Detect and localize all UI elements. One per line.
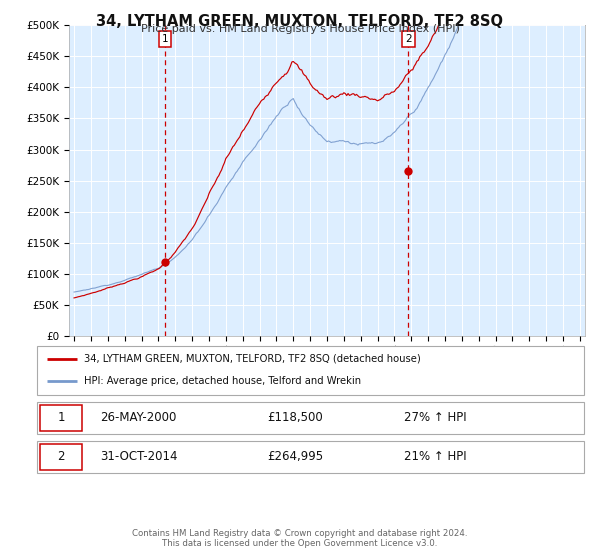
Text: 2: 2	[405, 34, 412, 44]
Text: Price paid vs. HM Land Registry's House Price Index (HPI): Price paid vs. HM Land Registry's House …	[140, 24, 460, 34]
Text: 1: 1	[58, 411, 65, 424]
Text: HPI: Average price, detached house, Telford and Wrekin: HPI: Average price, detached house, Telf…	[84, 376, 361, 386]
Text: 26-MAY-2000: 26-MAY-2000	[100, 411, 176, 424]
Text: 27% ↑ HPI: 27% ↑ HPI	[404, 411, 466, 424]
Text: Contains HM Land Registry data © Crown copyright and database right 2024.: Contains HM Land Registry data © Crown c…	[132, 529, 468, 538]
Text: 1: 1	[161, 34, 168, 44]
FancyBboxPatch shape	[40, 405, 82, 431]
FancyBboxPatch shape	[37, 402, 584, 434]
Text: £264,995: £264,995	[267, 450, 323, 464]
Text: 31-OCT-2014: 31-OCT-2014	[100, 450, 178, 464]
Text: This data is licensed under the Open Government Licence v3.0.: This data is licensed under the Open Gov…	[163, 539, 437, 548]
Text: 2: 2	[58, 450, 65, 464]
FancyBboxPatch shape	[40, 444, 82, 470]
Text: 21% ↑ HPI: 21% ↑ HPI	[404, 450, 466, 464]
Text: £118,500: £118,500	[267, 411, 323, 424]
Text: 34, LYTHAM GREEN, MUXTON, TELFORD, TF2 8SQ: 34, LYTHAM GREEN, MUXTON, TELFORD, TF2 8…	[97, 14, 503, 29]
FancyBboxPatch shape	[37, 441, 584, 473]
Text: 34, LYTHAM GREEN, MUXTON, TELFORD, TF2 8SQ (detached house): 34, LYTHAM GREEN, MUXTON, TELFORD, TF2 8…	[84, 354, 421, 364]
FancyBboxPatch shape	[37, 346, 584, 395]
